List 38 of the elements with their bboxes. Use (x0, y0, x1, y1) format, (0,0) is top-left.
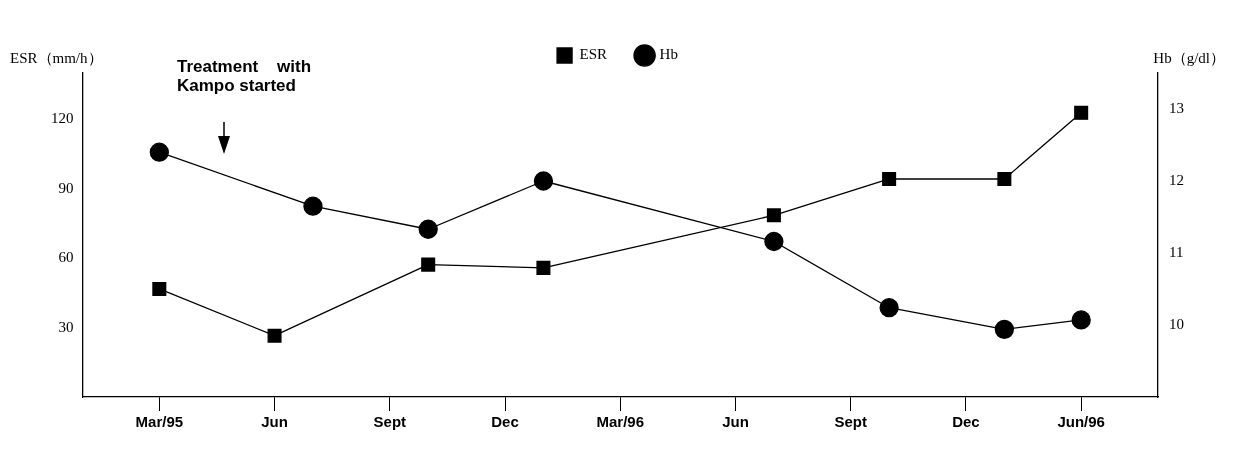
y-tick-label: 120 (51, 110, 74, 127)
y2-tick-label: 13 (1169, 99, 1184, 116)
x-tick-label: Dec (952, 413, 980, 431)
point (997, 171, 1012, 187)
point (303, 196, 323, 216)
x-tick-label: Sept (834, 413, 867, 431)
point (149, 142, 169, 162)
legend-label: ESR (579, 46, 608, 63)
x-tick-label: Dec (491, 413, 519, 431)
x-tick-label: Jun/96 (1057, 413, 1105, 431)
point (152, 281, 167, 296)
point (879, 298, 899, 318)
annotation: Treatment with Kampo started (176, 56, 312, 95)
y2-tick-label: 11 (1169, 243, 1184, 260)
y2-tick-label: 10 (1169, 315, 1184, 332)
y-tick-label: 60 (58, 249, 74, 266)
point (1071, 310, 1091, 330)
x-tick-label: Mar/95 (135, 413, 184, 431)
point (267, 328, 282, 343)
point (764, 231, 784, 252)
point (882, 171, 897, 187)
point (533, 171, 554, 191)
x-tick-label: Mar/96 (596, 413, 645, 431)
y-tick-label: 30 (58, 318, 74, 335)
x-tick-label: Sept (373, 413, 407, 431)
point (418, 219, 438, 239)
y-tick-label: 90 (58, 179, 74, 196)
point (536, 260, 551, 275)
point (1074, 105, 1089, 120)
legend-label: Hb (659, 46, 678, 63)
point (421, 257, 436, 272)
point (766, 208, 781, 223)
y-axis-title: ESR（mm/h） (10, 49, 103, 66)
x-tick-label: Jun (722, 413, 749, 431)
y2-axis-title: Hb（g/dl） (1153, 49, 1225, 66)
y2-tick-label: 12 (1169, 171, 1184, 188)
point (994, 319, 1015, 339)
x-tick-label: Jun (261, 413, 288, 431)
